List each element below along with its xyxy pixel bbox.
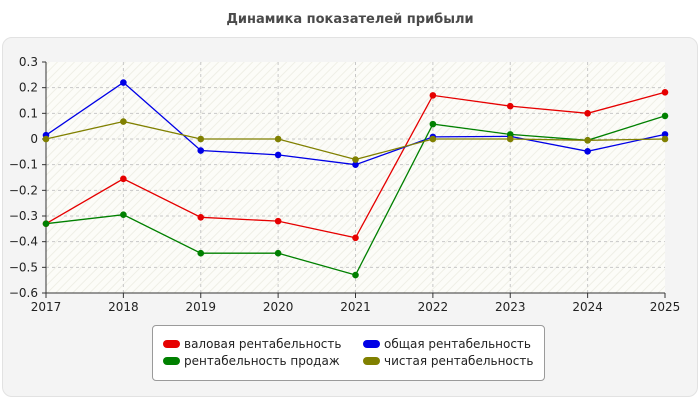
- series-point-net-margin: [506, 135, 514, 143]
- chart-legend: валовая рентабельность общая рентабельно…: [152, 325, 545, 381]
- y-tick-label: −0.4: [9, 235, 38, 249]
- x-tick-label: 2020: [263, 300, 294, 314]
- series-point-total-margin: [120, 79, 127, 86]
- legend-swatch-gross-margin: [163, 340, 180, 348]
- legend-label-net-margin: чистая рентабельность: [384, 354, 534, 368]
- series-point-total-margin: [352, 161, 359, 168]
- series-point-sales-margin: [120, 211, 127, 219]
- legend-item-net-margin: чистая рентабельность: [363, 353, 533, 369]
- series-point-net-margin: [274, 135, 282, 143]
- series-point-sales-margin: [352, 271, 359, 279]
- series-point-sales-margin: [506, 131, 514, 138]
- series-point-total-margin: [584, 148, 591, 155]
- series-point-net-margin: [429, 135, 437, 143]
- series-point-total-margin: [661, 131, 669, 138]
- legend-item-sales-margin: рентабельность продаж: [163, 353, 340, 369]
- series-point-gross-margin: [429, 92, 437, 99]
- x-tick-label: 2017: [31, 300, 62, 314]
- y-tick-label: −0.1: [9, 158, 38, 172]
- y-tick-label: 0.3: [19, 55, 38, 69]
- series-point-sales-margin: [42, 220, 50, 227]
- y-tick-label: 0: [30, 132, 38, 146]
- legend-swatch-net-margin: [363, 357, 380, 365]
- y-tick-label: −0.6: [9, 286, 38, 300]
- series-point-net-margin: [120, 118, 127, 125]
- legend-item-gross-margin: валовая рентабельность: [163, 336, 341, 352]
- x-tick-label: 2018: [108, 300, 139, 314]
- series-point-net-margin: [352, 156, 359, 163]
- x-tick-label: 2024: [572, 300, 603, 314]
- series-point-total-margin: [197, 147, 205, 154]
- x-tick-label: 2025: [650, 300, 681, 314]
- series-point-net-margin: [42, 135, 50, 143]
- legend-label-gross-margin: валовая рентабельность: [184, 337, 342, 351]
- series-point-total-margin: [274, 151, 282, 159]
- legend-label-sales-margin: рентабельность продаж: [184, 354, 340, 368]
- series-point-gross-margin: [197, 213, 205, 221]
- y-tick-label: 0.1: [19, 106, 38, 120]
- series-point-gross-margin: [661, 88, 669, 96]
- series-point-gross-margin: [352, 234, 359, 242]
- series-point-gross-margin: [506, 102, 514, 110]
- y-tick-label: −0.3: [9, 209, 38, 223]
- series-point-net-margin: [197, 135, 205, 143]
- series-point-sales-margin: [197, 249, 205, 257]
- legend-swatch-sales-margin: [163, 357, 180, 365]
- x-tick-label: 2021: [340, 300, 371, 314]
- series-point-gross-margin: [120, 175, 127, 183]
- y-tick-label: 0.2: [19, 81, 38, 95]
- x-tick-label: 2023: [495, 300, 526, 314]
- y-tick-label: −0.2: [9, 183, 38, 197]
- legend-item-total-margin: общая рентабельность: [363, 336, 531, 352]
- x-tick-label: 2022: [418, 300, 449, 314]
- series-point-net-margin: [584, 136, 591, 144]
- x-tick-label: 2019: [185, 300, 216, 314]
- series-point-net-margin: [661, 135, 669, 143]
- legend-swatch-total-margin: [363, 340, 380, 348]
- legend-label-total-margin: общая рентабельность: [384, 337, 531, 351]
- series-point-gross-margin: [274, 217, 282, 225]
- chart-title: Динамика показателей прибыли: [226, 12, 474, 27]
- series-point-sales-margin: [429, 120, 437, 128]
- series-point-gross-margin: [584, 110, 591, 117]
- series-point-sales-margin: [661, 112, 669, 120]
- series-point-sales-margin: [274, 249, 282, 257]
- y-tick-label: −0.5: [9, 260, 38, 274]
